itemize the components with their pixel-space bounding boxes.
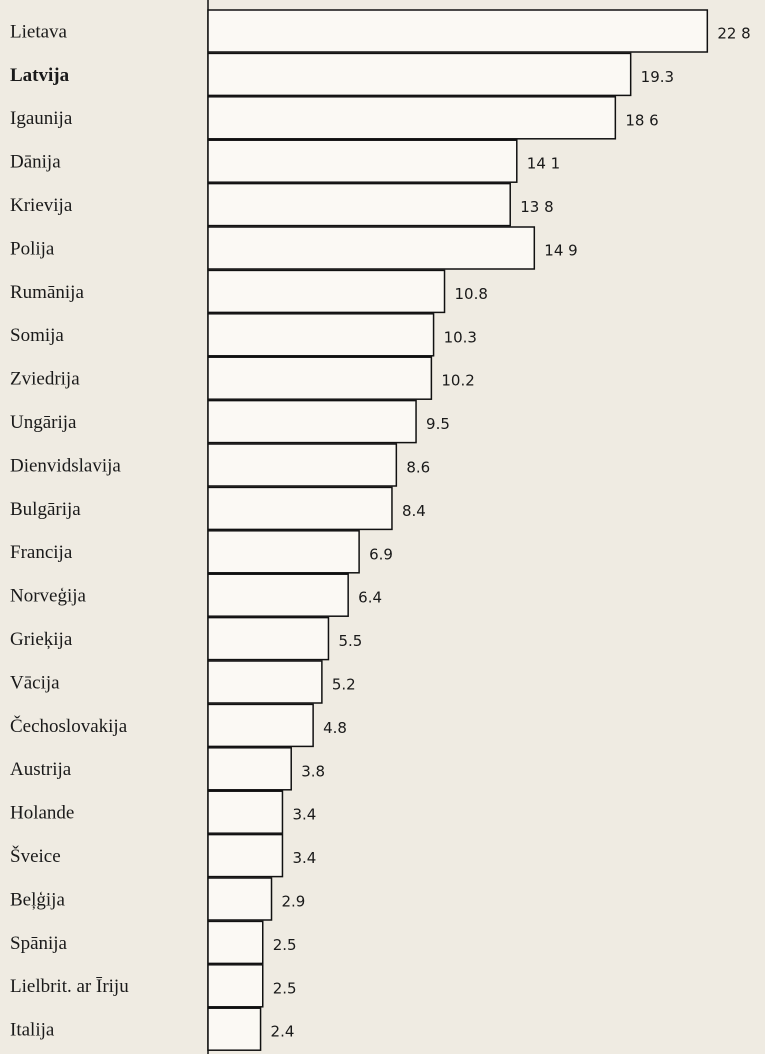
bar <box>208 270 445 312</box>
value-label: 13 8 <box>520 198 553 216</box>
category-label: Dānija <box>10 152 61 173</box>
category-label: Beļģija <box>10 889 65 910</box>
bar <box>208 965 263 1007</box>
category-label: Italija <box>10 1020 55 1041</box>
category-label: Krievija <box>10 195 73 216</box>
value-label: 5.5 <box>338 632 362 650</box>
value-label: 10.3 <box>444 328 477 346</box>
bar <box>208 401 416 443</box>
category-label: Holande <box>10 803 74 824</box>
value-label: 19.3 <box>641 68 674 86</box>
bar <box>208 1008 261 1050</box>
bar <box>208 53 631 95</box>
category-label: Francija <box>10 542 73 563</box>
value-label: 10.2 <box>441 372 474 390</box>
value-label: 2.4 <box>271 1023 295 1041</box>
bar <box>208 748 291 790</box>
bar <box>208 314 434 356</box>
category-label: Lielbrit. ar Īriju <box>10 976 129 997</box>
category-label: Čechoslovakija <box>10 715 128 737</box>
chart: Lietava 22 8 Latvija 19.3 Igaunija 18 6 Dānija… <box>0 0 765 1054</box>
category-label: Austrija <box>10 759 72 780</box>
bar <box>208 531 359 573</box>
bar <box>208 357 431 399</box>
category-label: Rumānija <box>10 282 84 303</box>
category-label: Šveice <box>10 845 61 867</box>
value-label: 14 1 <box>527 155 560 173</box>
category-label: Spānija <box>10 933 68 954</box>
value-label: 18 6 <box>625 111 658 129</box>
bar <box>208 227 534 269</box>
value-label: 6.9 <box>369 545 393 563</box>
value-label: 10.8 <box>455 285 488 303</box>
bar <box>208 574 348 616</box>
bar <box>208 97 615 139</box>
value-label: 22 8 <box>717 25 750 43</box>
value-label: 2.9 <box>282 893 306 911</box>
value-label: 3.4 <box>292 849 316 867</box>
bar <box>208 10 707 52</box>
bar <box>208 184 510 226</box>
bar <box>208 791 282 833</box>
bar <box>208 835 282 877</box>
category-label: Ungārija <box>10 412 77 433</box>
category-label: Igaunija <box>10 108 73 129</box>
bar <box>208 878 272 920</box>
bar <box>208 140 517 182</box>
value-label: 2.5 <box>273 979 297 997</box>
category-label: Grieķija <box>10 629 73 650</box>
bar <box>208 921 263 963</box>
value-label: 8.4 <box>402 502 426 520</box>
value-label: 9.5 <box>426 415 450 433</box>
bar <box>208 444 396 486</box>
bar <box>208 661 322 703</box>
value-label: 14 9 <box>544 242 577 260</box>
value-label: 4.8 <box>323 719 347 737</box>
category-label: Somija <box>10 325 64 346</box>
page: {"chart_data": {"type": "bar", "categori… <box>0 0 765 1054</box>
category-label: Lietava <box>10 21 68 42</box>
bar <box>208 618 328 660</box>
category-label: Dienvidslavija <box>10 455 121 476</box>
category-label: Zviedrija <box>10 369 80 390</box>
bar <box>208 487 392 529</box>
value-label: 8.6 <box>406 459 430 477</box>
category-label: Bulgārija <box>10 499 81 520</box>
category-label: Norveģija <box>10 586 87 607</box>
category-label: Vācija <box>10 672 60 693</box>
category-label: Polija <box>10 238 55 259</box>
value-label: 3.4 <box>292 806 316 824</box>
value-label: 3.8 <box>301 762 325 780</box>
value-label: 2.5 <box>273 936 297 954</box>
value-label: 6.4 <box>358 589 382 607</box>
bar <box>208 704 313 746</box>
value-label: 5.2 <box>332 676 356 694</box>
category-label: Latvija <box>10 65 70 86</box>
